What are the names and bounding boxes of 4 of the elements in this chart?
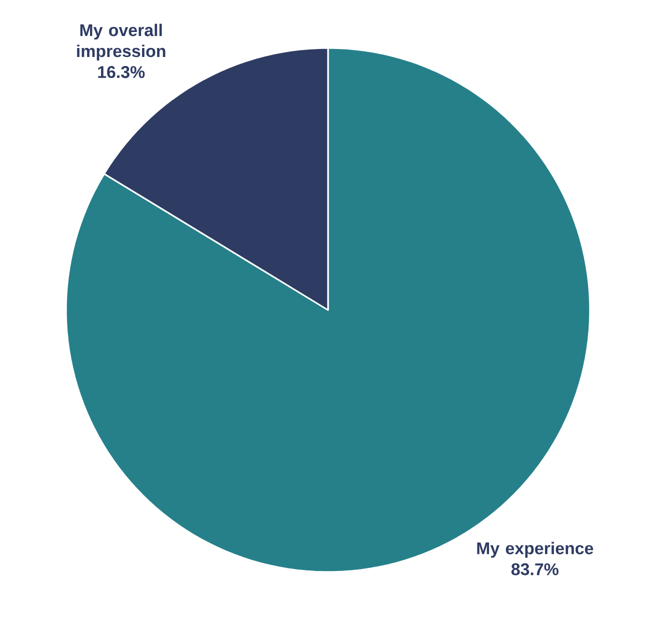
data-label: 16.3% [98, 66, 145, 78]
slice-label: My overall impression [77, 24, 166, 60]
data-label: 83.7% [511, 563, 558, 576]
slice-label: My experience [477, 542, 594, 558]
